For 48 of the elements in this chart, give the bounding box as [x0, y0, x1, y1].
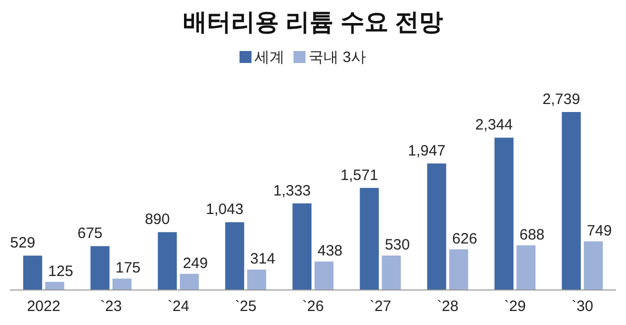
- x-tick-label: `28: [436, 298, 459, 315]
- data-label: 438: [317, 242, 343, 260]
- bar: [449, 249, 468, 290]
- data-label: 175: [115, 260, 141, 277]
- data-label: 2,344: [475, 116, 513, 134]
- data-label: 749: [586, 222, 612, 240]
- legend-label: 세계: [254, 49, 284, 66]
- bar: [90, 246, 110, 290]
- bar: [158, 232, 177, 290]
- data-label: 249: [182, 254, 208, 272]
- bar: [314, 262, 334, 290]
- bar: [225, 222, 244, 290]
- x-tick-label: `25: [234, 298, 257, 315]
- data-label: 1,947: [408, 142, 446, 160]
- bar: [516, 245, 536, 290]
- bar: [247, 270, 266, 290]
- data-label: 1,043: [206, 201, 244, 218]
- chart-title: 배터리용 리튬 수요 전망: [182, 9, 444, 36]
- x-tick-label: `24: [167, 298, 190, 315]
- x-tick-label: `30: [571, 298, 594, 315]
- data-label: 2,739: [542, 91, 580, 108]
- bar: [584, 241, 603, 290]
- data-label: 529: [10, 234, 36, 252]
- bar: [23, 256, 42, 290]
- bar: [292, 203, 312, 290]
- bar: [45, 282, 64, 290]
- data-label: 890: [144, 211, 170, 228]
- data-label: 1,333: [273, 182, 311, 200]
- data-label: 530: [384, 236, 410, 254]
- data-label: 125: [48, 262, 74, 280]
- data-label: 675: [77, 225, 103, 242]
- bar: [360, 188, 379, 290]
- bar: [112, 278, 132, 290]
- bar: [180, 274, 199, 290]
- bar: [382, 256, 401, 290]
- x-tick-label: 2022: [26, 298, 60, 315]
- data-label: 1,571: [340, 166, 378, 184]
- legend-label: 국내 3사: [308, 49, 366, 66]
- bar: [427, 163, 446, 290]
- bar: [562, 112, 581, 290]
- bar: [494, 138, 514, 290]
- data-label: 314: [250, 250, 276, 268]
- data-label: 626: [452, 230, 478, 248]
- x-tick-label: `27: [369, 298, 392, 315]
- x-tick-label: `29: [504, 298, 526, 315]
- data-label: 688: [519, 226, 545, 244]
- x-tick-label: `26: [302, 298, 324, 315]
- x-tick-label: `23: [100, 298, 122, 315]
